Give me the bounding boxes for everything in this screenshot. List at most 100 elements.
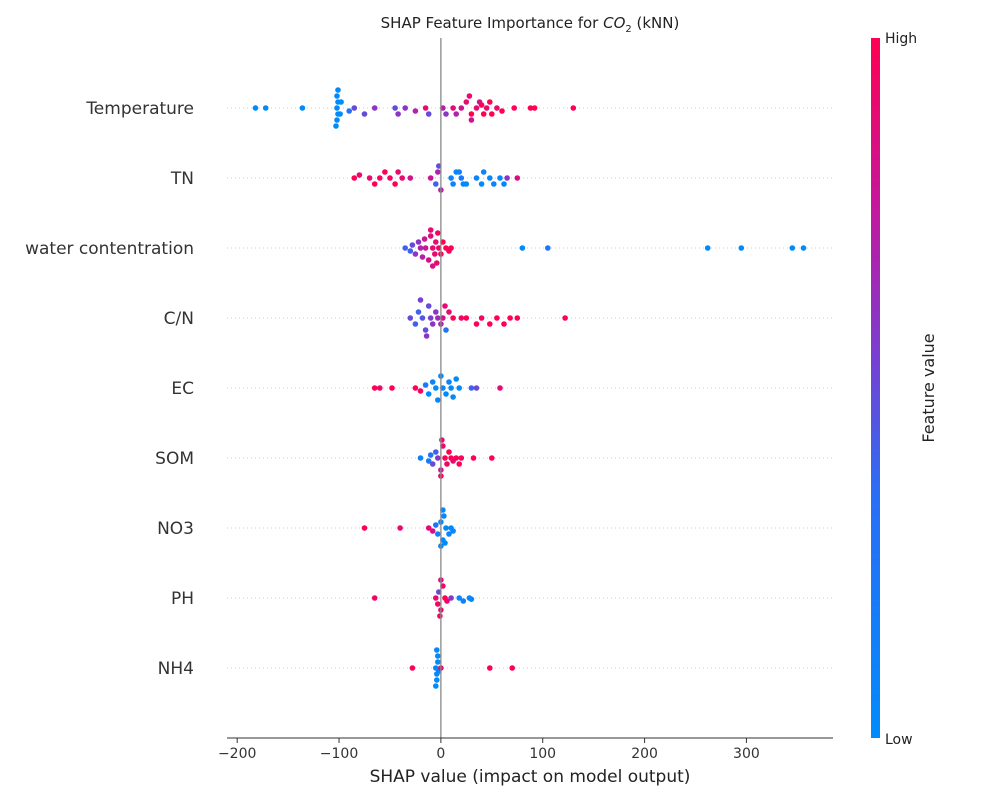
shap-point <box>435 659 441 665</box>
shap-point <box>487 321 493 327</box>
shap-point <box>466 93 473 99</box>
shap-point <box>487 665 493 671</box>
shap-point <box>415 239 422 245</box>
shap-point <box>402 245 409 251</box>
shap-point <box>412 251 419 257</box>
shap-point <box>450 315 456 321</box>
shap-point <box>435 601 441 607</box>
shap-point <box>448 175 454 181</box>
shap-point <box>450 528 456 534</box>
feature-label: PH <box>171 589 194 609</box>
shap-point <box>456 169 463 175</box>
shap-point <box>429 245 436 251</box>
shap-point <box>443 111 449 117</box>
x-tick-label: −200 <box>218 746 256 762</box>
shap-point <box>433 385 439 391</box>
shap-point <box>519 245 526 251</box>
shap-point <box>432 251 438 257</box>
shap-point <box>429 263 436 269</box>
shap-point <box>262 105 269 111</box>
shap-point <box>456 595 463 601</box>
shap-point <box>789 245 796 251</box>
shap-point <box>392 105 398 111</box>
data-points <box>252 87 807 689</box>
shap-point <box>468 117 475 123</box>
shap-point <box>489 111 495 117</box>
feature-label: NO3 <box>157 519 194 539</box>
shap-point <box>704 245 711 251</box>
shap-point <box>491 181 497 187</box>
shap-point <box>436 589 442 595</box>
shap-point <box>361 111 368 117</box>
shap-point <box>446 309 452 315</box>
shap-point <box>497 385 503 391</box>
shap-point <box>407 248 414 254</box>
shap-point <box>371 105 378 111</box>
shap-point <box>446 379 452 385</box>
shap-point <box>435 230 441 236</box>
shap-point <box>417 297 424 303</box>
shap-point <box>433 181 439 187</box>
shap-point <box>470 455 477 461</box>
shap-point <box>427 233 434 239</box>
shap-point <box>395 169 401 175</box>
shap-point <box>442 455 448 461</box>
shap-point <box>436 163 442 169</box>
feature-label: EC <box>171 379 194 399</box>
shap-point <box>473 385 480 391</box>
shap-point <box>427 452 434 458</box>
shap-point <box>446 531 452 537</box>
shap-point <box>402 105 409 111</box>
shap-point <box>409 665 416 671</box>
colorbar-high-label: High <box>885 31 917 47</box>
shap-point <box>415 309 422 315</box>
shap-point <box>435 531 441 537</box>
shap-point <box>443 391 449 397</box>
shap-point <box>478 181 485 187</box>
shap-point <box>439 437 445 443</box>
x-tick-label: 100 <box>529 746 556 762</box>
shap-point <box>446 449 452 455</box>
shap-point <box>252 105 259 111</box>
colorbar-title: Feature value <box>919 333 938 442</box>
colorbar <box>871 38 880 738</box>
shap-point <box>487 175 493 181</box>
shap-point <box>392 181 398 187</box>
shap-point <box>419 315 426 321</box>
shap-point <box>531 105 538 111</box>
shap-point <box>338 99 344 105</box>
shap-point <box>458 105 465 111</box>
shap-point <box>433 522 439 528</box>
shap-point <box>334 105 340 111</box>
shap-point <box>417 245 424 251</box>
shap-point <box>448 385 454 391</box>
shap-point <box>545 245 551 251</box>
shap-point <box>425 303 432 309</box>
shap-point <box>371 595 378 601</box>
shap-point <box>351 105 358 111</box>
shap-point <box>478 315 485 321</box>
shap-point <box>514 175 521 181</box>
shap-point <box>371 181 378 187</box>
shap-point <box>478 102 485 108</box>
shap-point <box>436 245 442 251</box>
shap-point <box>437 613 443 619</box>
shap-point <box>427 175 434 181</box>
shap-point <box>334 117 340 123</box>
shap-point <box>441 513 447 519</box>
shap-point <box>501 181 507 187</box>
shap-point <box>334 93 340 99</box>
shap-point <box>448 245 454 251</box>
shap-point <box>419 254 426 260</box>
shap-point <box>361 525 368 531</box>
shap-point <box>460 598 467 604</box>
shap-point <box>422 382 429 388</box>
shap-point <box>377 175 383 181</box>
shap-point <box>463 315 470 321</box>
shap-point <box>377 385 383 391</box>
shap-point <box>422 105 429 111</box>
x-axis-ticks: −200 −100 0 100 200 300 <box>218 738 760 762</box>
shap-point <box>351 175 358 181</box>
shap-point <box>458 315 465 321</box>
shap-point <box>450 105 456 111</box>
